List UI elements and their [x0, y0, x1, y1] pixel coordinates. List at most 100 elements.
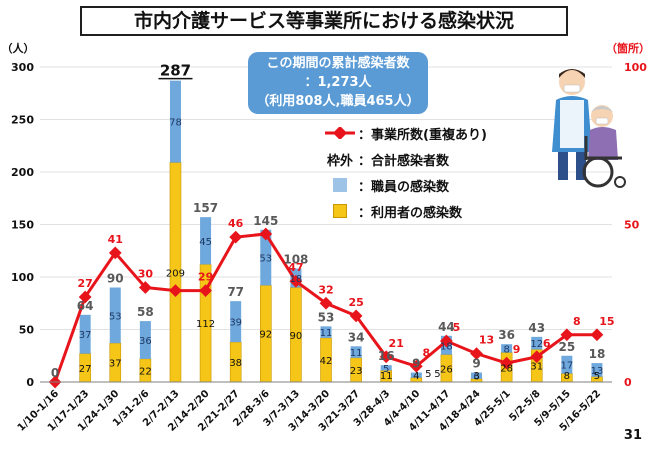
user-value-label: 23	[350, 366, 363, 377]
staff-bar	[410, 372, 422, 378]
facility-point	[199, 284, 212, 298]
staff-value-label: 53	[109, 311, 122, 322]
staff-swatch-icon	[333, 178, 347, 192]
staff-value-label: 13	[591, 366, 604, 377]
facility-value-label: 21	[389, 337, 404, 350]
legend-label-total: ：合計感染者数	[358, 153, 450, 169]
facility-point	[289, 274, 303, 288]
facility-value-label: 41	[108, 233, 123, 246]
total-label: 145	[253, 214, 278, 228]
user-value-label: 3	[473, 371, 479, 382]
total-label: 90	[107, 272, 124, 286]
legend-item-facility: ：事業所数(重複あり)	[322, 120, 487, 146]
right-axis-unit: （箇所）	[606, 41, 650, 55]
user-value-label: 27	[79, 364, 92, 375]
staff-bar	[501, 344, 513, 353]
staff-value-label: 37	[79, 330, 92, 341]
facility-value-label: 32	[318, 283, 333, 296]
staff-value-label: 53	[259, 254, 272, 265]
legend: ：事業所数(重複あり) 枠外 ：合計感染者数 ：職員の感染数 ：利用者の感染数	[322, 120, 487, 224]
facility-value-label: 47	[288, 261, 303, 274]
staff-bar	[591, 363, 603, 377]
total-label: 287	[160, 62, 191, 80]
caregiver-wheelchair-illustration	[552, 69, 626, 188]
left-tick-label: 200	[11, 166, 34, 179]
right-tick-label: 0	[624, 376, 632, 389]
user-swatch-icon	[333, 204, 347, 218]
user-value-label: 42	[320, 356, 333, 367]
right-tick-label: 100	[624, 61, 647, 74]
total-label: 34	[348, 330, 365, 344]
total-label: 58	[137, 305, 154, 319]
data-labels: 01/10-1/16643727271/17-1/23905337411/24-…	[16, 62, 615, 434]
left-tick-label: 100	[11, 271, 34, 284]
facility-line	[48, 227, 604, 389]
summary-line-2: ：1,273人	[304, 75, 372, 90]
user-value-label: 112	[196, 319, 215, 330]
total-label: 77	[227, 285, 244, 299]
facility-point	[379, 350, 393, 364]
total-label: 9	[412, 357, 420, 371]
facility-value-label: 8	[573, 315, 581, 328]
facility-point	[500, 356, 513, 370]
total-label: 53	[318, 310, 335, 324]
user-value-label: 209	[166, 268, 185, 279]
summary-box: この期間の累計感染者数 ：1,273人 （利用808人,職員465人）	[248, 52, 428, 114]
left-tick-label: 50	[19, 324, 35, 337]
total-label: 16	[378, 349, 395, 363]
legend-item-staff: ：職員の感染数	[322, 172, 487, 198]
facility-point	[139, 281, 152, 294]
total-label: 43	[528, 321, 545, 335]
total-label: 0	[51, 366, 59, 380]
staff-value-label: 11	[320, 328, 333, 339]
left-tick-label: 250	[11, 114, 34, 127]
right-tick-label: 50	[624, 219, 640, 232]
legend-item-total: 枠外 ：合計感染者数	[322, 146, 487, 172]
summary-line-1: この期間の累計感染者数	[266, 56, 410, 71]
left-tick-label: 150	[11, 219, 34, 232]
facility-value-label: 30	[138, 268, 154, 281]
staff-bar	[380, 365, 392, 371]
facility-value-label: 25	[348, 296, 363, 309]
staff-bar	[169, 80, 181, 163]
user-value-label: 4	[413, 371, 419, 382]
staff-bar	[471, 372, 483, 379]
legend-label-facility: ：事業所数(重複あり)	[358, 127, 487, 143]
total-label: 18	[589, 347, 606, 361]
user-value-label: 8	[564, 371, 570, 382]
legend-frame-prefix: 枠外	[326, 153, 353, 169]
extra-label: 5	[425, 369, 431, 380]
facility-point	[229, 230, 243, 244]
staff-bar	[531, 336, 543, 350]
facility-value-label: 15	[599, 315, 614, 328]
facility-value-label: 29	[198, 271, 213, 284]
facility-point	[409, 359, 423, 373]
staff-value-label: 78	[169, 118, 182, 129]
facility-point	[108, 246, 122, 260]
extra-label: 5	[434, 369, 440, 380]
staff-bar	[139, 321, 151, 359]
user-value-label: 28	[500, 363, 513, 374]
legend-label-user: ：利用者の感染数	[358, 205, 463, 221]
staff-value-label: 5	[383, 364, 389, 375]
facility-point	[470, 347, 483, 361]
user-value-label: 31	[530, 362, 543, 373]
user-value-label: 22	[139, 366, 152, 377]
user-value-label: 5	[594, 371, 600, 382]
facility-value-label: 9	[513, 343, 521, 356]
facility-value-label: 6	[543, 337, 551, 350]
facility-value-label: 5	[453, 321, 461, 334]
facility-value-label: 8	[422, 346, 430, 359]
legend-item-user: ：利用者の感染数	[322, 198, 487, 224]
staff-bar	[109, 287, 121, 344]
total-label: 157	[193, 201, 218, 215]
total-label: 108	[283, 253, 308, 267]
facility-point	[259, 227, 273, 241]
staff-value-label: 6	[473, 372, 479, 383]
page-title: 市内介護サービス等事業所における感染状況	[80, 6, 568, 36]
staff-bar	[350, 346, 362, 358]
user-value-label: 90	[290, 331, 303, 342]
bars	[79, 80, 603, 383]
user-value-label: 38	[229, 358, 242, 369]
